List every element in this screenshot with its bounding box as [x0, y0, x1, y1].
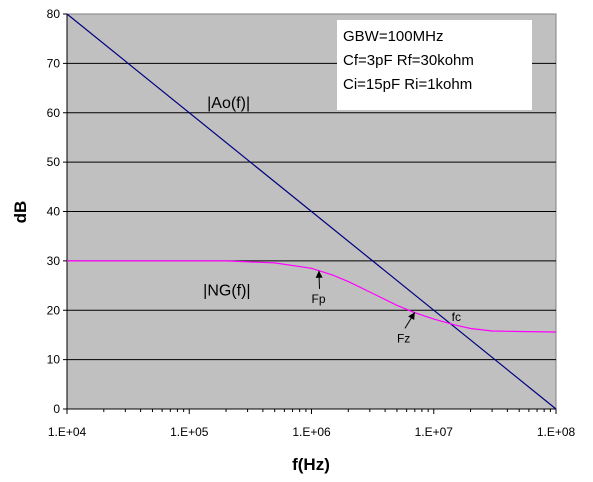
- y-axis-ticks: 0 10 20 30 40 50 60 70 80: [47, 7, 68, 416]
- annotation-arrowhead: [315, 270, 323, 278]
- x-tick-label: 1.E+05: [170, 425, 209, 439]
- y-tick-label: 80: [47, 7, 61, 21]
- x-axis-ticks: 1.E+04 1.E+05 1.E+06 1.E+07 1.E+08: [48, 408, 576, 439]
- series-layer: [66, 13, 557, 410]
- series-line: [66, 13, 557, 410]
- info-line-3: Ci=15pF Ri=1kohm: [343, 76, 472, 93]
- labels-layer: |Ao(f)| |NG(f)| Fp Fz fc: [203, 95, 461, 346]
- x-tick-label: 1.E+07: [415, 425, 454, 439]
- y-tick-label: 0: [53, 402, 60, 416]
- x-tick-label: 1.E+06: [292, 425, 331, 439]
- info-line-2: Cf=3pF Rf=30kohm: [343, 52, 474, 69]
- y-axis-title: dB: [11, 201, 30, 224]
- y-tick-label: 40: [47, 205, 61, 219]
- annotation-arrowhead: [408, 312, 415, 321]
- annotation-label: Fp: [312, 292, 326, 306]
- y-tick-label: 70: [47, 56, 61, 70]
- series-label: |NG(f)|: [203, 282, 250, 299]
- info-line-1: GBW=100MHz: [343, 28, 443, 45]
- x-tick-label: 1.E+04: [48, 425, 87, 439]
- x-tick-label: 1.E+08: [537, 425, 576, 439]
- x-axis-title: f(Hz): [292, 455, 330, 474]
- y-tick-label: 20: [47, 303, 61, 317]
- series-label: |Ao(f)|: [207, 95, 250, 112]
- y-tick-label: 60: [47, 106, 61, 120]
- y-tick-label: 30: [47, 254, 61, 268]
- y-tick-label: 10: [47, 353, 61, 367]
- annotation-label: Fz: [397, 331, 410, 345]
- info-box: [337, 20, 532, 110]
- annotation-label: fc: [452, 310, 461, 324]
- y-tick-label: 50: [47, 155, 61, 169]
- series-line: [67, 260, 557, 333]
